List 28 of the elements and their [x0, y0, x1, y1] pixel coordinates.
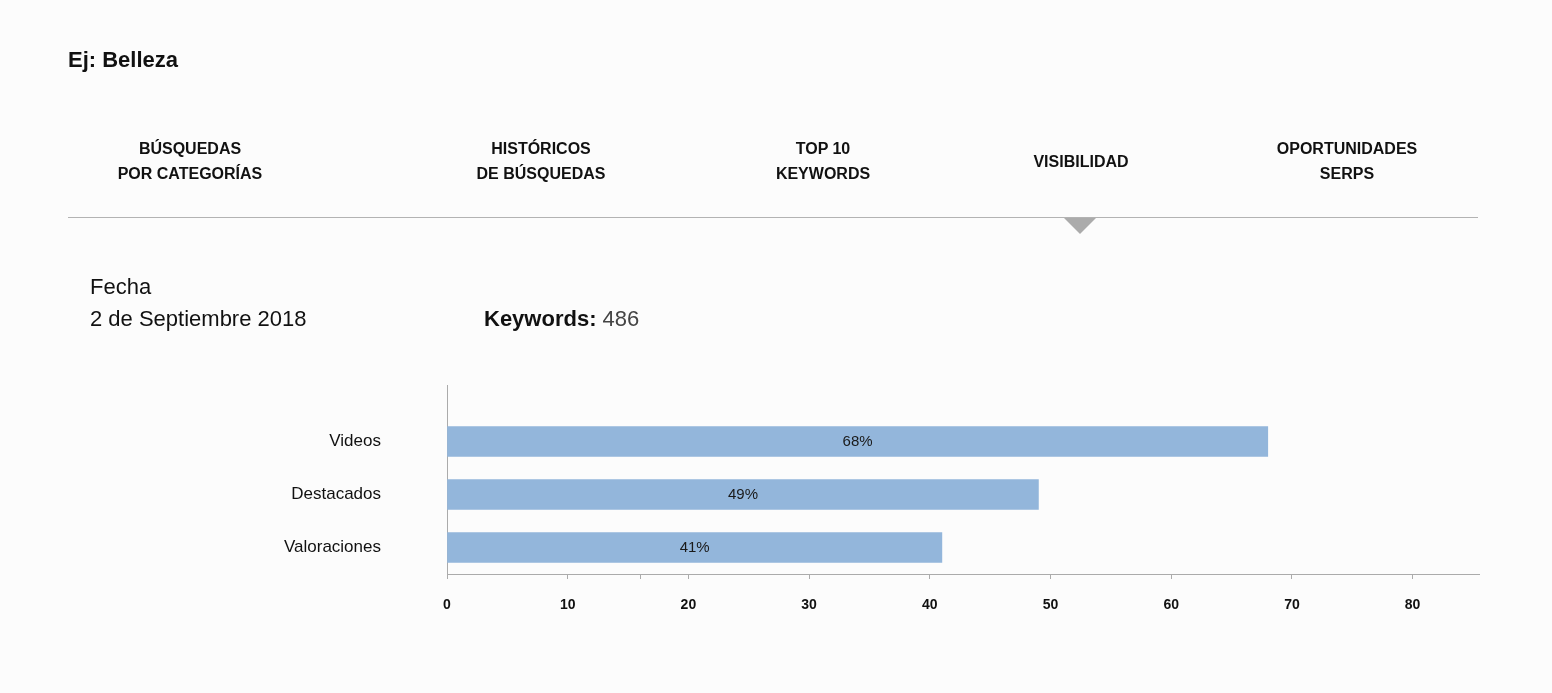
text: Fecha [90, 273, 152, 301]
x-tick-label: 50 [1042, 596, 1059, 613]
text: TOP 10 KEYWORDS [775, 139, 871, 184]
text: VISIBILIDAD [1033, 151, 1129, 172]
y-tick-label: Destacados [291, 484, 381, 504]
x-tick-label: 60 [1163, 596, 1180, 613]
x-tick-label: 0 [443, 596, 452, 613]
x-tick-label: 30 [801, 596, 818, 613]
y-tick-label: Valoraciones [283, 537, 381, 557]
text: HISTÓRICOS DE BÚSQUEDAS [476, 138, 606, 184]
bar [447, 426, 1269, 457]
x-tick-label: 40 [922, 596, 938, 613]
data-label: 49% [727, 484, 758, 502]
bar [447, 532, 943, 563]
bar [447, 479, 1039, 510]
x-tick-label: 80 [1404, 596, 1421, 613]
data-label: 41% [679, 537, 710, 555]
x-tick-label: 20 [680, 596, 697, 613]
text: 2 de Septiembre 2018 [90, 305, 307, 333]
data-label: 68% [842, 431, 873, 449]
text: OPORTUNIDADES SERPS [1276, 139, 1418, 184]
x-tick-label: 10 [559, 596, 576, 613]
text: BÚSQUEDAS POR CATEGORÍAS [117, 138, 263, 184]
text: Ej: Belleza [68, 46, 179, 74]
y-tick-label: Videos [329, 431, 381, 451]
text: Keywords: [484, 306, 597, 331]
x-tick-label: 70 [1284, 596, 1300, 613]
text: 486 [602, 306, 640, 331]
